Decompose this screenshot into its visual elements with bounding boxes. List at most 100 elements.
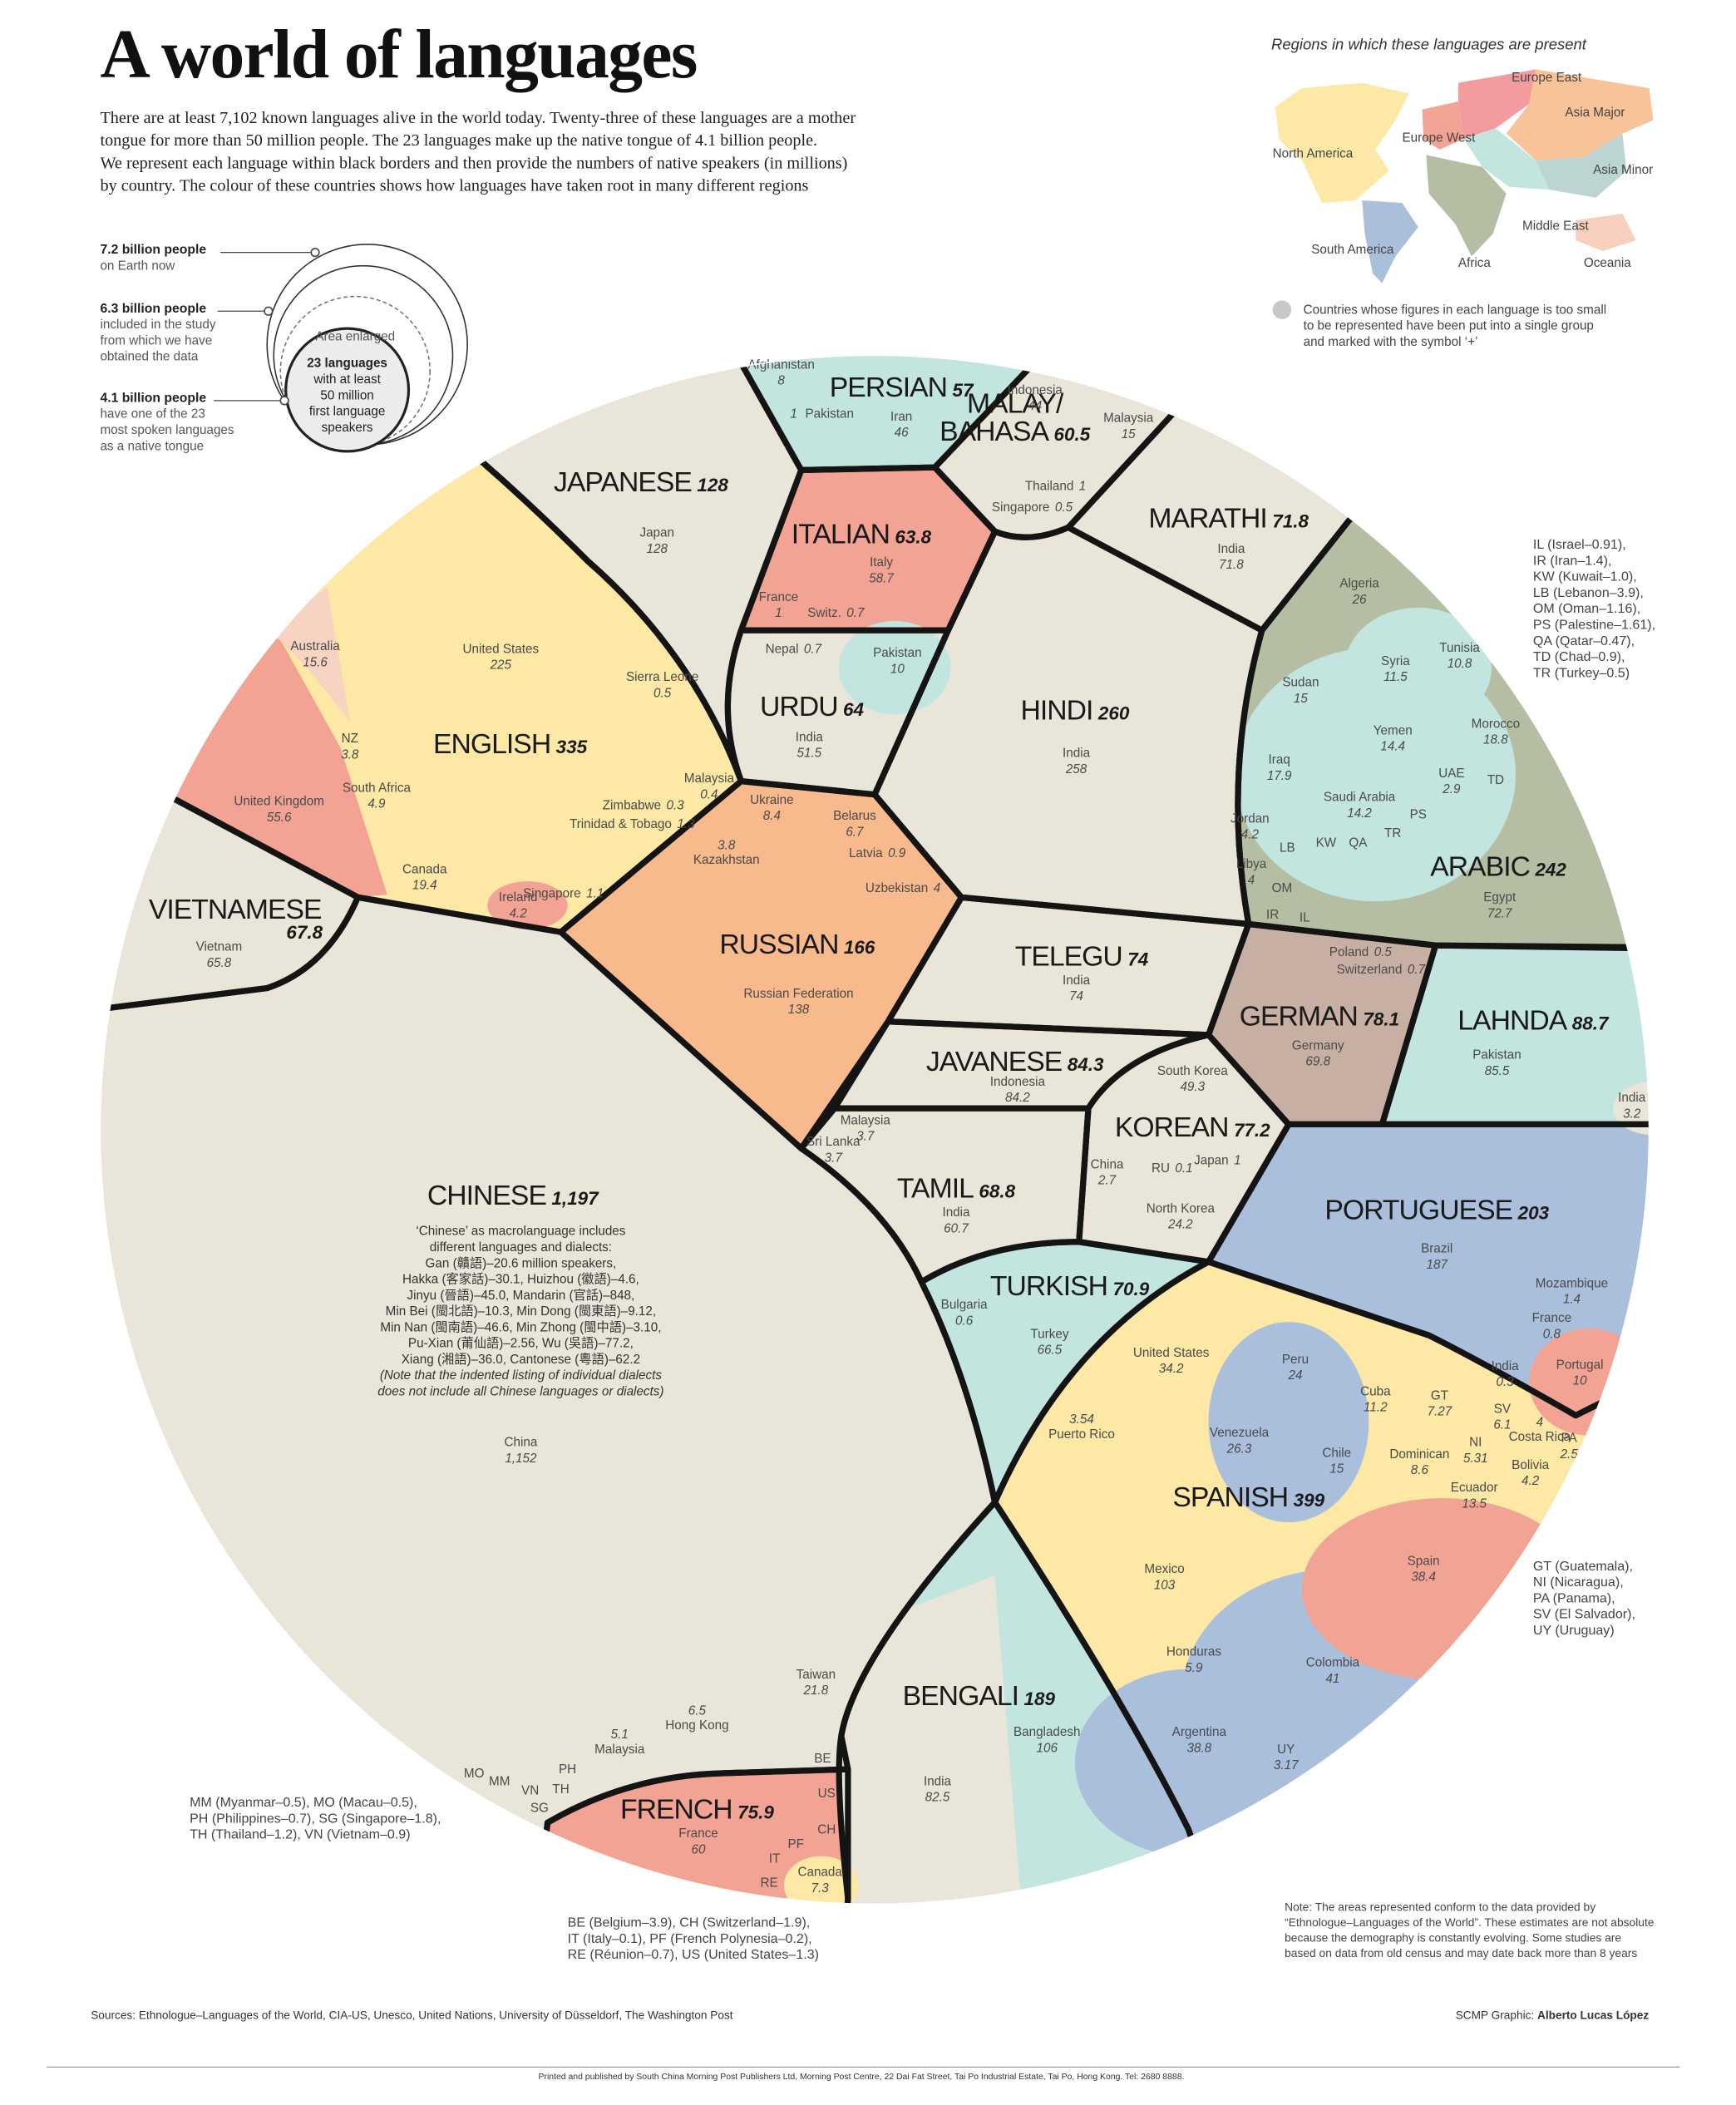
country-value: 13.5 <box>1462 1496 1487 1511</box>
country-name: Pakistan <box>806 407 855 421</box>
country-value: 0.5 <box>653 686 672 700</box>
country-name: Indonesia <box>990 1075 1046 1089</box>
enlarged-label: Area enlarged <box>315 330 395 344</box>
country-name: PS <box>1410 808 1427 822</box>
abbreviation: OM (Oman–1.16), <box>1533 601 1640 616</box>
country-value: 11.5 <box>1383 670 1408 684</box>
abbreviation: BE (Belgium–3.9), CH (Switzerland–1.9), <box>568 1915 811 1930</box>
country-name: Pakistan <box>873 646 922 660</box>
region-label: South America <box>1311 243 1394 257</box>
leader-dot <box>279 396 289 406</box>
chinese-note: Min Nan (閩南語)–46.6, Min Zhong (閩中語)–3.10… <box>380 1320 661 1334</box>
middle-east <box>1463 128 1550 190</box>
country-name: US <box>818 1787 836 1801</box>
language-total: 78.1 <box>1363 1009 1399 1030</box>
country-value: 0.7 <box>846 606 865 620</box>
scale-center: first language <box>309 405 386 419</box>
country-name: Puerto Rico <box>1048 1427 1115 1442</box>
country-name: Singapore <box>523 886 581 900</box>
country-value: 55.6 <box>267 811 292 825</box>
language-label: URDU 64 <box>760 691 864 722</box>
scale-center: 50 million <box>320 388 373 402</box>
country-name: BE <box>814 1752 831 1766</box>
chinese-note: Gan (贛語)–20.6 million speakers, <box>426 1255 617 1270</box>
country-name: Canada <box>402 862 447 876</box>
country-name: Sierra Leone <box>626 670 698 684</box>
country-value: 69.8 <box>1305 1055 1330 1069</box>
country-value: 225 <box>490 658 512 673</box>
country-name: Ukraine <box>750 793 794 807</box>
country-value: 6.5 <box>688 1703 707 1718</box>
country-name: Portugal <box>1556 1358 1604 1372</box>
country-name: IR <box>1266 908 1279 922</box>
language-name: VIETNAMESE <box>149 894 322 925</box>
language-cell <box>741 467 995 631</box>
country-value: 4 <box>1248 873 1255 887</box>
country-name: Switz. <box>807 606 841 620</box>
language-border <box>100 894 999 1905</box>
country-name: India <box>924 1774 952 1788</box>
north-america <box>1275 82 1409 204</box>
scale-label: 4.1 billion people <box>100 391 206 405</box>
imprint: Printed and published by South China Mor… <box>539 2073 1185 2082</box>
intro-line: We represent each language within black … <box>100 154 847 172</box>
country-name: Uzbekistan <box>866 881 928 895</box>
chinese-note: Hakka (客家話)–30.1, Huizhou (徽語)–4.6, <box>402 1273 639 1287</box>
asia-minor <box>1536 133 1627 198</box>
language-cell <box>1208 924 1436 1125</box>
patch <box>841 1575 1022 1905</box>
country-value: 7.3 <box>811 1881 830 1895</box>
language-label: LAHNDA 88.7 <box>1457 1004 1610 1036</box>
region-label: Europe West <box>1402 131 1476 145</box>
language-name: CHINESE <box>427 1180 547 1211</box>
country-value: 0.8 <box>1543 1327 1561 1341</box>
chinese-note: Pu-Xian (莆仙語)–2.56, Wu (吳語)–77.2, <box>408 1337 634 1351</box>
labels: PERSIAN 57 Afghanistan 8 1 Pakistan Iran 46 MALA… <box>99 354 1650 1905</box>
country-name: KW <box>1316 836 1337 850</box>
scale-text: included in the study <box>100 318 215 332</box>
abbreviation: IL (Israel–0.91), <box>1533 537 1626 552</box>
country-name: United Kingdom <box>234 795 324 809</box>
country-name: Belarus <box>833 809 876 823</box>
country-name: Algeria <box>1339 577 1379 591</box>
intro-line: tongue for more than 50 million people. … <box>100 131 817 150</box>
country-value: 60 <box>692 1842 706 1856</box>
africa <box>1426 155 1507 257</box>
country-value: 0.6 <box>955 1314 974 1328</box>
country-name: Iran <box>890 410 912 424</box>
language-label: SPANISH 399 <box>1172 1481 1324 1513</box>
country-value: 3.8 <box>341 747 359 762</box>
country-value: 106 <box>1036 1741 1058 1755</box>
intro: There are at least 7,102 known languages… <box>100 109 856 195</box>
country-value: 0.7 <box>804 642 822 656</box>
country-name: RE <box>761 1876 778 1891</box>
country-name: India <box>796 730 824 744</box>
chinese-note: (Note that the indented listing of indiv… <box>380 1368 662 1383</box>
language-name: BAHASA <box>940 416 1049 447</box>
country-name: North Korea <box>1147 1201 1216 1215</box>
country-name: Mexico <box>1144 1562 1184 1576</box>
language-cell <box>875 527 1262 924</box>
note-line: “Ethnologue–Languages of the World”. The… <box>1285 1915 1655 1929</box>
leader-dot <box>264 306 274 316</box>
country-value: 2.7 <box>1097 1174 1117 1188</box>
country-value: 66.5 <box>1038 1343 1063 1358</box>
country-value: 5.1 <box>611 1728 629 1742</box>
chinese-note: ‘Chinese’ as macrolanguage includes <box>416 1225 625 1239</box>
abbreviation: IT (Italy–0.1), PF (French Polynesia–0.2… <box>568 1931 812 1946</box>
country-name: Chile <box>1322 1446 1351 1460</box>
country-name: Spain <box>1408 1554 1440 1568</box>
country-value: 7.27 <box>1428 1405 1452 1419</box>
country-name: France <box>759 590 798 604</box>
country-value: 1,152 <box>505 1452 537 1466</box>
country-name: India <box>1063 747 1091 761</box>
country-value: 128 <box>647 542 668 556</box>
language-name: RUSSIAN <box>719 929 838 960</box>
country-value: 41 <box>1325 1672 1339 1686</box>
country-name: India <box>942 1205 970 1220</box>
abbreviation: GT (Guatemala), <box>1533 1559 1633 1574</box>
country-value: 3.7 <box>856 1130 875 1144</box>
country-value: 3.8 <box>718 839 736 853</box>
country-name: Cuba <box>1360 1384 1391 1398</box>
scale-text: have one of the 23 <box>100 407 205 421</box>
